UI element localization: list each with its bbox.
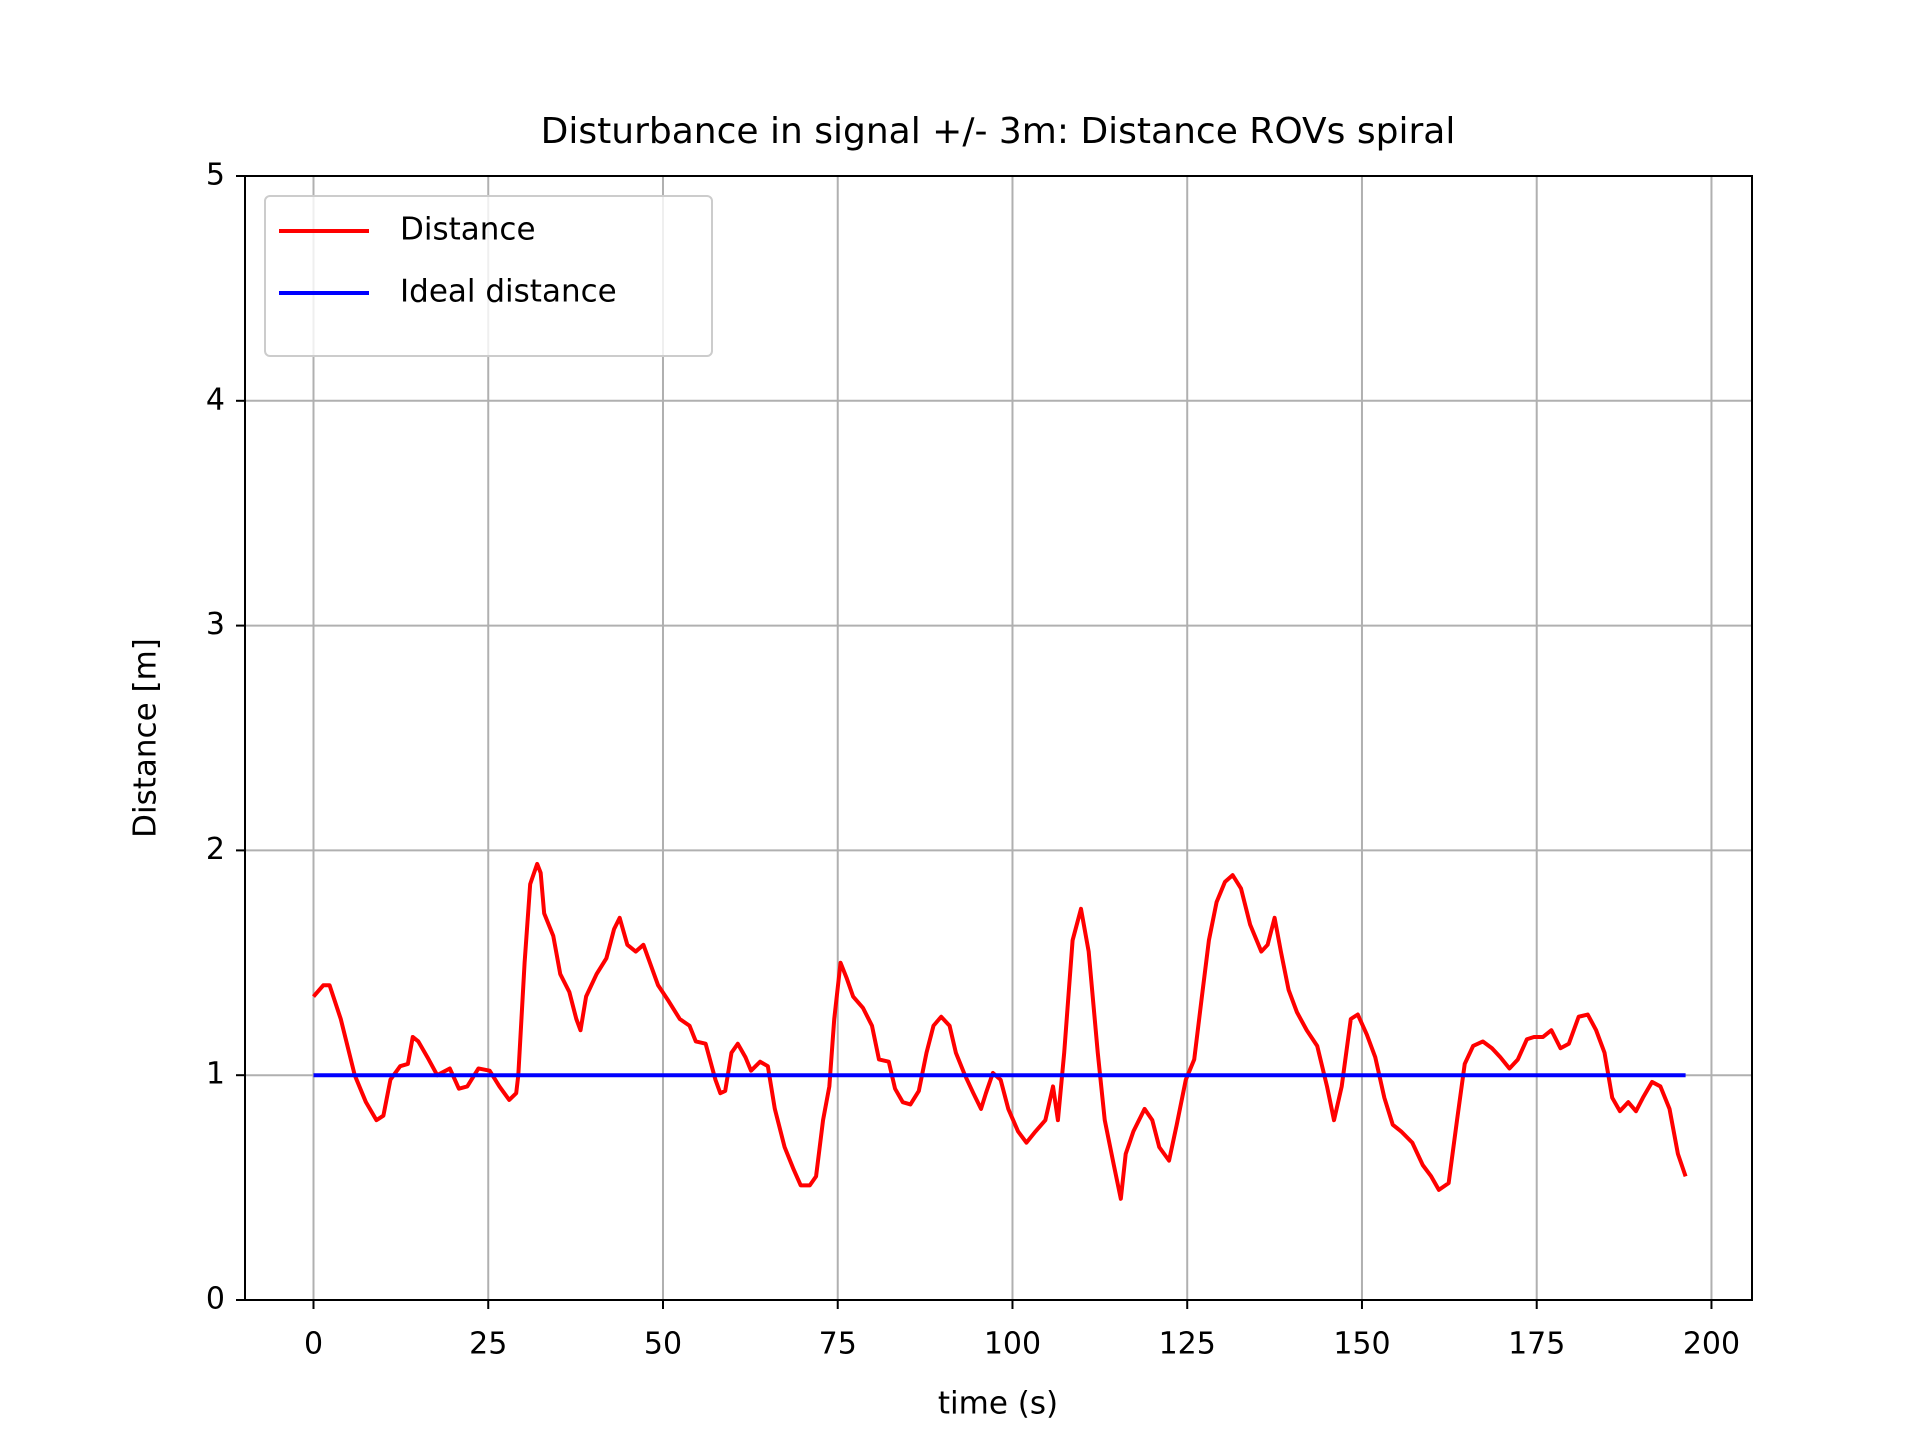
legend-label: Ideal distance [400,274,617,310]
data-line [311,861,1688,1201]
chart-title: Disturbance in signal +/- 3m: Distance R… [541,111,1456,152]
y-tick-label: 4 [206,382,225,417]
y-tick-label: 5 [206,158,225,193]
x-tick-label: 100 [984,1327,1041,1362]
x-tick-label: 175 [1508,1327,1565,1362]
x-tick-label: 75 [819,1327,857,1362]
x-tick-label: 200 [1683,1327,1740,1362]
legend-label: Distance [400,212,536,248]
y-axis-label: Distance [m] [128,638,164,838]
x-tick-label: 125 [1159,1327,1216,1362]
x-tick-label: 25 [469,1327,507,1362]
legend-box [264,195,713,357]
y-tick-label: 0 [206,1282,225,1317]
x-tick-label: 0 [304,1327,323,1362]
x-axis-label: time (s) [938,1386,1058,1422]
y-tick-label: 1 [206,1057,225,1092]
x-tick-label: 150 [1333,1327,1390,1362]
y-tick-label: 2 [206,832,225,867]
plot-frame [244,175,1753,1301]
x-tick-label: 50 [644,1327,682,1362]
y-tick-label: 3 [206,607,225,642]
